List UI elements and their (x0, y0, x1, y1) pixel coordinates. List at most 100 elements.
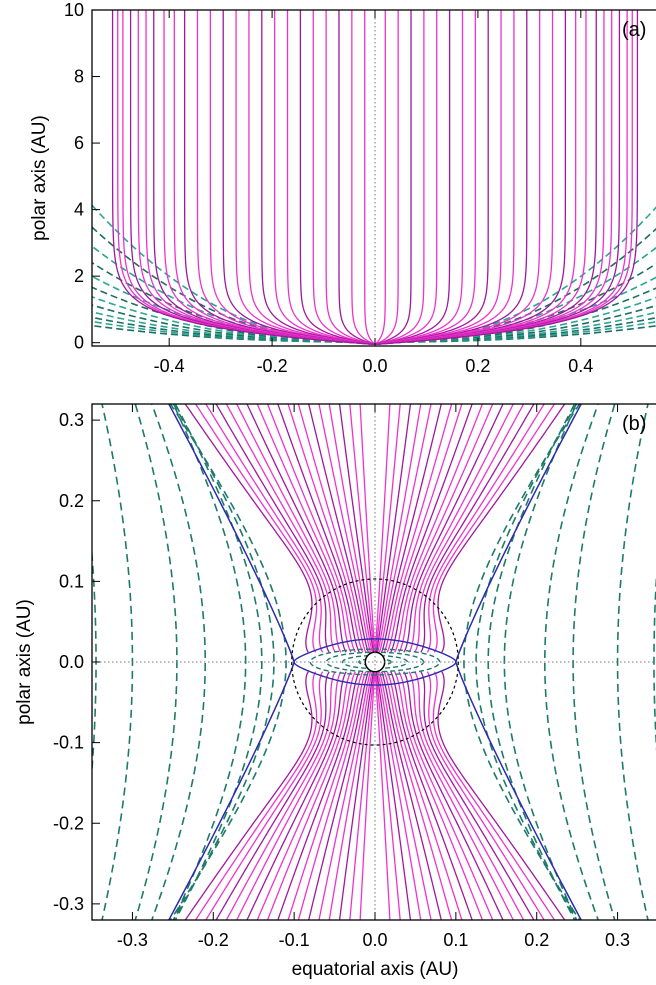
panel-b-open-field-line (287, 404, 364, 653)
panel-b-open-field-line (414, 404, 525, 653)
panel-a-open-field-line (374, 10, 633, 345)
panel-b-y-tick-label: 0.3 (59, 410, 84, 430)
panel-a-closed-field-line (92, 304, 365, 343)
panel-b-open-field-line (414, 671, 525, 920)
panel-a-label: (a) (622, 19, 646, 41)
panel-a-closed-field-line (385, 321, 656, 343)
panel-a-x-tick-label: -0.4 (154, 356, 185, 376)
panel-b-x-tick-label: 0.1 (443, 930, 468, 950)
panel-b-open-field-line (225, 671, 336, 920)
panel-a-open-field-line (374, 10, 438, 345)
panel-a-open-field-line (374, 10, 528, 345)
panel-b-open-field-line (308, 404, 370, 653)
panel-a-open-field-line (248, 10, 376, 345)
panel-a-closed-field-line (385, 227, 656, 343)
panel-b-open-field-line (266, 671, 356, 920)
panel-b-closed-field-line (475, 404, 578, 920)
panel-a-x-tick-label: -0.2 (257, 356, 288, 376)
panel-a-open-field-line (374, 10, 425, 345)
panel-b-open-field-line (235, 404, 342, 653)
panel-a-open-field-line (111, 10, 376, 345)
panel-b-x-tick-label: -0.3 (117, 930, 148, 950)
panel-b-open-field-line (266, 404, 356, 653)
panel-a-open-field-line (374, 10, 554, 345)
panel-b-open-field-line (383, 671, 453, 920)
panel-a-closed-field-line (385, 316, 656, 343)
panel-b-inner-closed-loop (309, 648, 441, 676)
panel-a-y-tick-label: 4 (74, 200, 84, 220)
panel-b-open-field-line (215, 404, 330, 653)
panel-a-field-lines (92, 10, 656, 345)
panel-a-closed-field-line (385, 304, 656, 343)
panel-a-open-field-line (299, 10, 376, 345)
panel-a-y-tick-label: 6 (74, 133, 84, 153)
panel-b-open-field-line (277, 404, 360, 653)
panel-b-open-field-line (398, 404, 494, 653)
panel-a-closed-field-line (92, 245, 365, 343)
panel-b-open-field-line (374, 404, 401, 653)
panel-a-y-tick-label: 10 (64, 0, 84, 20)
panel-a-closed-field-line (385, 246, 656, 343)
panel-b-inner-closed-loop (325, 651, 425, 673)
panel-a-open-field-line (196, 10, 376, 345)
panel-b-y-tick-label: -0.2 (53, 813, 84, 833)
panel-b-open-field-line (318, 671, 372, 920)
panel-a-open-field-line (374, 10, 399, 345)
panel-a-y-tick-label: 0 (74, 333, 84, 353)
panel-b-closed-field-line (172, 404, 275, 920)
panel-b-separatrix (455, 661, 583, 920)
panel-a-closed-field-line (92, 311, 365, 343)
panel-a-open-field-line (325, 10, 376, 345)
panel-b-closed-field-line (101, 404, 134, 920)
panel-a-open-field-line (286, 10, 376, 345)
panel-a-open-field-line (338, 10, 376, 345)
panel-a-open-field-line (374, 10, 639, 345)
panel-b-open-field-line (246, 671, 347, 920)
panel-a-open-field-line (374, 10, 541, 345)
panel-a-y-axis-label: polar axis (AU) (29, 115, 50, 241)
panel-a-closed-field-line (92, 316, 365, 343)
panel-b-open-field-line (194, 671, 318, 920)
panel-b-open-field-line (318, 404, 372, 653)
panel-b-open-field-line (390, 671, 473, 920)
panel-b-open-field-line (378, 671, 432, 920)
panel-a-open-field-line (235, 10, 376, 345)
panel-b-open-field-line (408, 671, 515, 920)
panel-b-x-tick-label: -0.1 (279, 930, 310, 950)
panel-b-closed-field-line (616, 404, 649, 920)
panel-b-closed-field-line (172, 404, 247, 920)
panel-a-open-field-line (374, 10, 502, 345)
panel-b-open-field-line (386, 671, 463, 920)
panel-b-closed-field-line (653, 572, 656, 752)
panel-b-closed-field-line (169, 404, 287, 920)
panel-b-x-tick-label: 0.3 (605, 930, 630, 950)
panel-a-x-tick-label: 0.2 (465, 356, 490, 376)
panel-b-open-field-line (277, 671, 360, 920)
panel-b-open-field-line (297, 404, 367, 653)
panel-b-open-field-line (375, 671, 412, 920)
panel-a-closed-field-line (92, 324, 365, 343)
panel-b-open-field-line (420, 671, 535, 920)
panel-a-open-field-line (351, 10, 376, 345)
panel-b-open-field-line (394, 404, 484, 653)
panel-b-open-field-line (359, 404, 376, 653)
panel-a-y-tick-label: 2 (74, 266, 84, 286)
panel-b-x-ticks: -0.3 -0.2 -0.1 0.0 0.1 0.2 0.3 (117, 404, 630, 950)
panel-a-open-field-line (374, 10, 515, 345)
panel-b-open-field-line (380, 671, 442, 920)
panel-b-open-field-line (374, 671, 391, 920)
panel-a-open-field-line (261, 10, 376, 345)
panel-b-closed-field-line (463, 404, 581, 920)
panel-b-y-tick-label: 0.2 (59, 491, 84, 511)
panel-b-open-field-line (380, 404, 442, 653)
panel-b-separatrix (167, 661, 295, 920)
panel-b-dashed-circle (291, 578, 459, 746)
panel-b-open-field-line (349, 671, 376, 920)
panel-a-closed-field-line (92, 320, 365, 343)
panel-b-open-field-line (403, 671, 504, 920)
panel-b-open-field-line (426, 404, 545, 653)
panel-a: -0.4 -0.2 0.0 0.2 0.4 0 2 4 6 8 10 (a) polar axis… (29, 0, 656, 376)
panel-b-open-field-line (225, 404, 336, 653)
panel-a-closed-field-line (385, 206, 656, 343)
